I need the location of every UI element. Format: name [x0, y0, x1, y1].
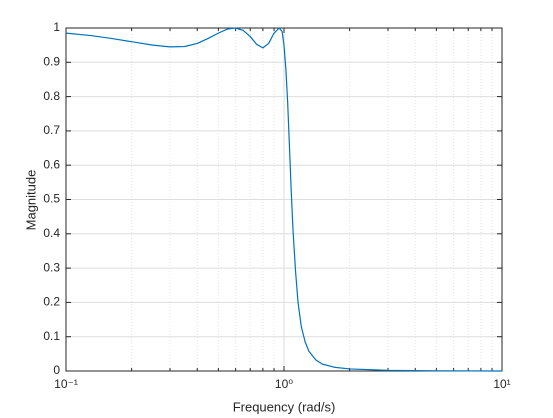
y-tick-label: 0.6 [43, 157, 60, 171]
x-tick-label: 10⁰ [275, 377, 293, 391]
x-tick-label: 10¹ [493, 377, 510, 391]
y-tick-label: 0.1 [43, 329, 60, 343]
y-tick-label: 0.2 [43, 295, 60, 309]
y-tick-label: 0.3 [43, 260, 60, 274]
y-tick-label: 0.5 [43, 192, 60, 206]
line-series [65, 27, 503, 372]
y-tick-label: 1 [53, 20, 60, 34]
y-tick-label: 0.8 [43, 89, 60, 103]
y-tick-label: 0 [53, 363, 60, 377]
y-tick-label: 0.4 [43, 226, 60, 240]
y-axis-label: Magnitude [23, 170, 38, 231]
x-tick-label: 10⁻¹ [54, 377, 78, 391]
axes-box [65, 27, 503, 372]
y-tick-label: 0.9 [43, 54, 60, 68]
x-axis-label: Frequency (rad/s) [233, 399, 336, 414]
y-tick-label: 0.7 [43, 123, 60, 137]
